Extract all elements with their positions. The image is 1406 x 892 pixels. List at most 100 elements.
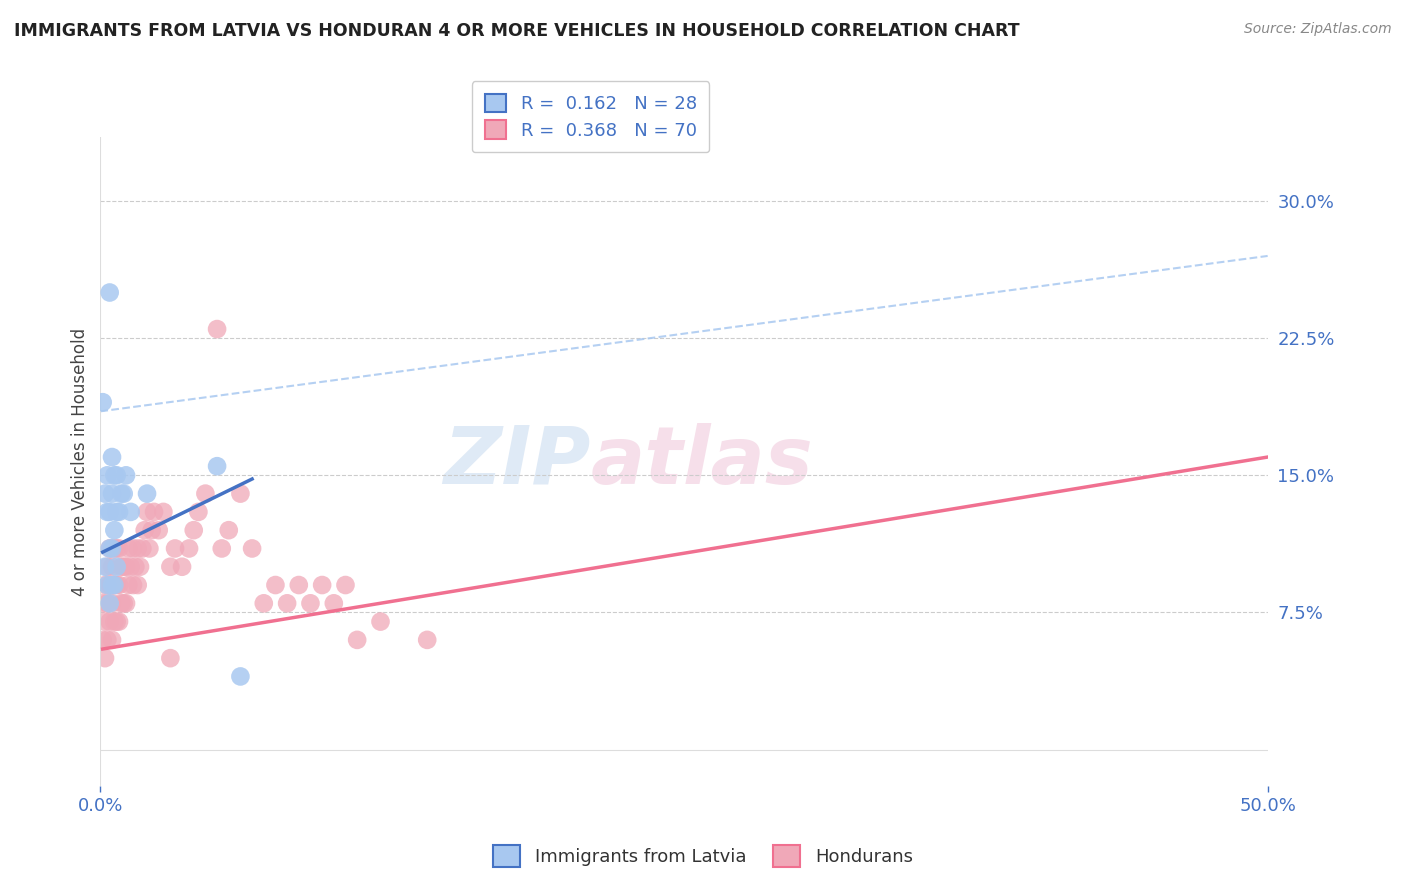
Point	[346, 632, 368, 647]
Point	[120, 505, 142, 519]
Point	[124, 559, 146, 574]
Point	[101, 632, 124, 647]
Point	[134, 523, 156, 537]
Point	[205, 322, 228, 336]
Point	[117, 578, 139, 592]
Point	[122, 541, 145, 556]
Point	[143, 505, 166, 519]
Point	[96, 505, 118, 519]
Point	[152, 505, 174, 519]
Point	[96, 632, 118, 647]
Point	[138, 541, 160, 556]
Point	[120, 559, 142, 574]
Point	[165, 541, 187, 556]
Point	[110, 559, 132, 574]
Point	[96, 559, 118, 574]
Point	[94, 486, 117, 500]
Point	[115, 559, 138, 574]
Point	[98, 615, 121, 629]
Point	[103, 468, 125, 483]
Point	[105, 559, 128, 574]
Point	[187, 505, 209, 519]
Y-axis label: 4 or more Vehicles in Household: 4 or more Vehicles in Household	[72, 327, 89, 596]
Point	[98, 541, 121, 556]
Point	[276, 596, 298, 610]
Point	[98, 541, 121, 556]
Point	[115, 468, 138, 483]
Point	[101, 559, 124, 574]
Point	[299, 596, 322, 610]
Text: ZIP: ZIP	[443, 423, 591, 500]
Point	[141, 523, 163, 537]
Point	[131, 541, 153, 556]
Point	[103, 578, 125, 592]
Point	[110, 486, 132, 500]
Point	[177, 541, 200, 556]
Point	[159, 559, 181, 574]
Point	[101, 596, 124, 610]
Point	[129, 559, 152, 574]
Point	[98, 285, 121, 300]
Point	[335, 578, 357, 592]
Point	[101, 541, 124, 556]
Text: atlas: atlas	[591, 423, 814, 500]
Point	[105, 541, 128, 556]
Point	[205, 459, 228, 474]
Point	[416, 632, 439, 647]
Point	[96, 578, 118, 592]
Point	[127, 541, 149, 556]
Point	[127, 578, 149, 592]
Point	[288, 578, 311, 592]
Point	[103, 578, 125, 592]
Point	[108, 615, 131, 629]
Point	[112, 596, 135, 610]
Point	[183, 523, 205, 537]
Point	[105, 468, 128, 483]
Point	[101, 578, 124, 592]
Point	[229, 669, 252, 683]
Point	[96, 468, 118, 483]
Point	[322, 596, 344, 610]
Point	[98, 505, 121, 519]
Point	[94, 651, 117, 665]
Point	[229, 486, 252, 500]
Text: IMMIGRANTS FROM LATVIA VS HONDURAN 4 OR MORE VEHICLES IN HOUSEHOLD CORRELATION C: IMMIGRANTS FROM LATVIA VS HONDURAN 4 OR …	[14, 22, 1019, 40]
Point	[105, 505, 128, 519]
Point	[91, 395, 114, 409]
Point	[170, 559, 193, 574]
Point	[101, 486, 124, 500]
Legend: Immigrants from Latvia, Hondurans: Immigrants from Latvia, Hondurans	[486, 838, 920, 874]
Point	[253, 596, 276, 610]
Point	[91, 596, 114, 610]
Text: Source: ZipAtlas.com: Source: ZipAtlas.com	[1244, 22, 1392, 37]
Point	[159, 651, 181, 665]
Point	[94, 615, 117, 629]
Point	[105, 615, 128, 629]
Point	[98, 578, 121, 592]
Point	[112, 486, 135, 500]
Point	[94, 578, 117, 592]
Point	[108, 505, 131, 519]
Point	[94, 559, 117, 574]
Point	[98, 596, 121, 610]
Point	[115, 596, 138, 610]
Point	[110, 596, 132, 610]
Legend: R =  0.162   N = 28, R =  0.368   N = 70: R = 0.162 N = 28, R = 0.368 N = 70	[472, 81, 710, 153]
Point	[370, 615, 392, 629]
Point	[194, 486, 217, 500]
Point	[101, 450, 124, 464]
Point	[136, 505, 159, 519]
Point	[108, 541, 131, 556]
Point	[218, 523, 240, 537]
Point	[117, 541, 139, 556]
Point	[103, 541, 125, 556]
Point	[148, 523, 170, 537]
Point	[311, 578, 333, 592]
Point	[240, 541, 263, 556]
Point	[136, 486, 159, 500]
Point	[112, 559, 135, 574]
Point	[211, 541, 233, 556]
Point	[122, 578, 145, 592]
Point	[108, 578, 131, 592]
Point	[103, 615, 125, 629]
